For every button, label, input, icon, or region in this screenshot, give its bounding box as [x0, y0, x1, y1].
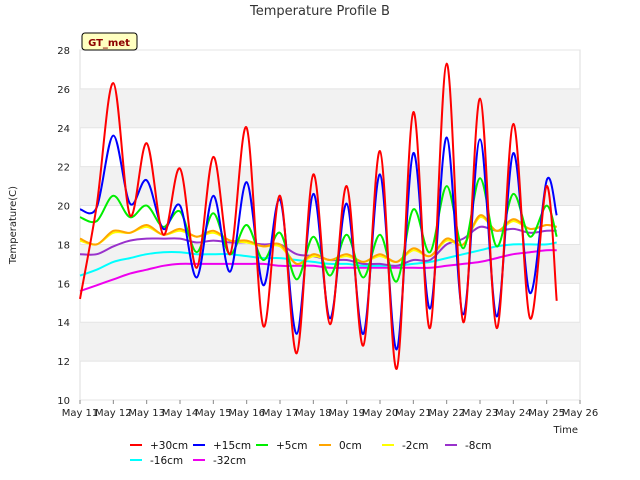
chart-title: Temperature Profile B — [249, 4, 390, 19]
y-axis-label: Temperature(C) — [8, 186, 19, 265]
legend-label: -32cm — [213, 455, 246, 467]
y-tick-label: 26 — [57, 85, 70, 96]
x-tick-label: May 19 — [328, 408, 365, 419]
x-tick-label: May 13 — [128, 408, 165, 419]
x-tick-label: May 14 — [162, 408, 199, 419]
x-tick-label: May 23 — [462, 408, 499, 419]
x-tick-label: May 12 — [95, 408, 132, 419]
x-tick-label: May 24 — [495, 408, 532, 419]
legend-label: +15cm — [213, 440, 251, 452]
x-tick-label: May 25 — [528, 408, 565, 419]
y-tick-label: 14 — [57, 318, 70, 329]
legend-label: -2cm — [402, 440, 428, 452]
legend-label: +30cm — [150, 440, 188, 452]
grid-band — [80, 322, 580, 362]
x-tick-label: May 26 — [562, 408, 599, 419]
x-tick-label: May 15 — [195, 408, 232, 419]
legend-label: -16cm — [150, 455, 183, 467]
y-tick-label: 22 — [57, 163, 70, 174]
grid-band — [80, 88, 580, 128]
y-tick-label: 24 — [57, 124, 70, 135]
series-line-+30cm — [79, 62, 558, 370]
x-tick-label: May 17 — [262, 408, 299, 419]
x-tick-label: May 16 — [228, 408, 265, 419]
x-tick-label: May 22 — [428, 408, 465, 419]
y-tick-label: 28 — [57, 46, 70, 57]
badge-label: GT_met — [88, 38, 130, 49]
x-tick-label: May 11 — [62, 408, 99, 419]
grid-band — [80, 166, 580, 206]
x-tick-label: May 18 — [295, 408, 332, 419]
y-tick-label: 10 — [57, 396, 70, 407]
series-line-+5cm — [79, 177, 558, 283]
y-tick-label: 16 — [57, 279, 70, 290]
y-tick-label: 12 — [57, 357, 70, 368]
x-axis-label: Time — [553, 425, 578, 436]
y-tick-label: 18 — [57, 240, 70, 251]
legend: +30cm +15cm +5cm 0cm -2cm -8cm -16cm -32cm — [130, 440, 491, 467]
x-tick-label: May 21 — [395, 408, 432, 419]
legend-label: +5cm — [276, 440, 307, 452]
badge: GT_met — [81, 32, 138, 51]
series-line--32cm — [79, 249, 557, 293]
series-line-+15cm — [79, 134, 558, 351]
y-tick-label: 20 — [57, 202, 70, 213]
legend-label: 0cm — [339, 440, 362, 452]
x-tick-label: May 20 — [362, 408, 399, 419]
legend-label: -8cm — [465, 440, 491, 452]
